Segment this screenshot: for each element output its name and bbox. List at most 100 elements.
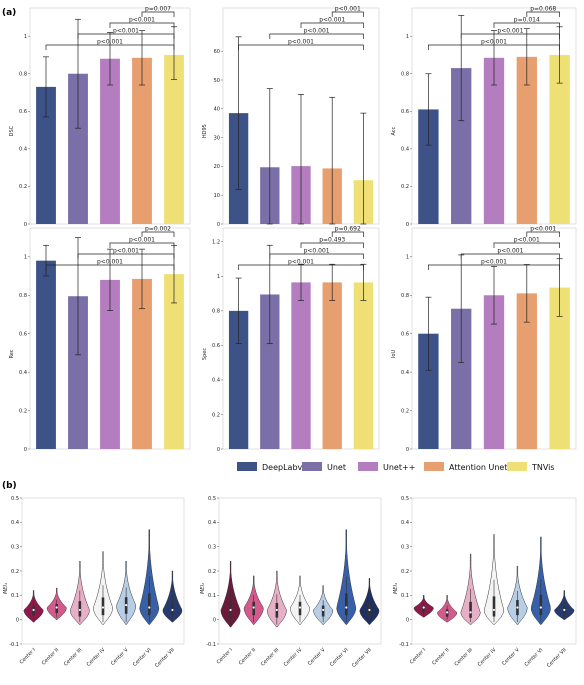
bar-attention-unet: [132, 278, 152, 449]
significance-bracket: [493, 22, 560, 28]
bar-unet: [451, 68, 472, 225]
x-tick-label: Center V: [307, 647, 327, 667]
y-tick-label: 0: [24, 447, 27, 453]
y-axis-label: Spec: [202, 348, 208, 360]
violin-median: [275, 608, 278, 612]
p-value-label: p<0.001: [304, 248, 330, 255]
y-tick-label: 0.6: [401, 109, 409, 115]
y-tick-label: 0: [213, 617, 216, 623]
bar-deeplabv3-: [228, 310, 249, 449]
bar-panel-rec: 0 0.2 0.4 0.6 0.8 1 Rec p<0.001 p<0.001 p<0.001 p=…: [9, 226, 191, 453]
legend-entry: Attention Unet: [449, 463, 507, 472]
significance-bracket: [331, 11, 364, 17]
p-value-label: p=0.014: [514, 17, 540, 24]
y-tick-label: 0.4: [401, 147, 409, 153]
violin-median: [368, 608, 371, 612]
y-tick-label: 30: [214, 135, 220, 141]
y-tick-label: 0: [24, 222, 27, 228]
violin-box: [469, 601, 472, 618]
legend-entry: Unet: [327, 463, 346, 472]
y-tick-label: 0.8: [401, 72, 409, 78]
x-tick-label: Center IV: [283, 647, 304, 668]
y-tick-label: 0.4: [212, 378, 220, 384]
x-tick-label: Center II: [431, 647, 450, 666]
legend-swatch: [237, 462, 257, 471]
significance-bracket: [300, 242, 364, 248]
x-tick-label: Center III: [63, 647, 83, 667]
y-tick-label: 0.2: [19, 408, 27, 414]
legend-entry: DeepLabv3+: [262, 463, 314, 472]
y-tick-label: 0: [406, 447, 409, 453]
significance-bracket: [269, 33, 364, 39]
significance-bracket: [428, 264, 560, 270]
y-tick-label: 0: [16, 617, 19, 623]
y-tick-label: 0.1: [401, 593, 409, 599]
significance-bracket: [526, 11, 560, 17]
y-tick-label: 0.4: [401, 370, 409, 376]
y-tick-label: 1: [217, 274, 220, 280]
y-tick-label: 0: [406, 617, 409, 623]
p-value-label: p<0.001: [113, 248, 139, 255]
y-tick-label: 1: [406, 255, 409, 261]
violin-median: [298, 606, 302, 609]
legend-entry: Unet++: [383, 463, 415, 472]
violin-median: [422, 606, 425, 609]
y-axis-label: Acc: [391, 126, 397, 135]
p-value-label: p<0.001: [97, 259, 123, 266]
y-tick-label: 0.2: [212, 412, 220, 418]
bar-unet-: [483, 295, 505, 449]
bar-unet-: [483, 57, 505, 225]
x-tick-label: Center VII: [154, 647, 176, 669]
violin-median: [446, 611, 449, 614]
x-tick-label: Center I: [409, 647, 427, 665]
y-axis-label: DSC: [9, 125, 15, 136]
x-tick-label: Center II: [238, 647, 257, 666]
x-tick-label: Center VII: [351, 647, 373, 669]
y-tick-label: 40: [214, 107, 220, 113]
bar-tnvis: [164, 54, 184, 225]
violin-median: [252, 606, 255, 609]
significance-bracket: [45, 44, 175, 50]
p-value-label: p=0.493: [319, 237, 345, 244]
violin-box: [101, 597, 105, 616]
y-axis-label: IoU: [391, 350, 397, 359]
y-tick-label: 50: [214, 78, 220, 84]
y-tick-label: 0.2: [401, 408, 409, 414]
violin-median: [563, 608, 566, 612]
x-tick-label: Center IV: [86, 647, 107, 668]
violin-median: [516, 606, 519, 609]
violin-median: [469, 611, 472, 614]
y-tick-label: 0.6: [401, 331, 409, 337]
p-value-label: p<0.001: [288, 39, 314, 46]
x-tick-label: Center VII: [546, 647, 568, 669]
y-tick-label: 0.5: [208, 496, 216, 502]
legend: DeepLabv3+ Unet Unet++ Attention Unet TNVis: [237, 462, 555, 472]
violin-median: [229, 608, 232, 612]
significance-bracket: [460, 253, 560, 259]
p-value-label: p<0.001: [304, 28, 330, 35]
y-tick-label: 0.2: [11, 569, 19, 575]
x-tick-label: Center II: [41, 647, 60, 666]
y-tick-label: 0.8: [19, 72, 27, 78]
y-tick-label: 0.6: [212, 343, 220, 349]
significance-bracket: [109, 22, 175, 28]
p-value-label: p=0.002: [145, 226, 171, 233]
p-value-label: p<0.001: [113, 28, 139, 35]
violin-median: [148, 606, 151, 609]
bar-unet: [260, 294, 280, 449]
significance-bracket: [331, 231, 364, 237]
bar-panel-spec: 0 0.2 0.4 0.6 0.8 1 1.2 Spec p<0.001 p<0.001 p=0.4…: [202, 226, 380, 453]
x-tick-label: Center III: [454, 647, 474, 667]
violin-box: [344, 593, 348, 616]
significance-bracket: [460, 33, 560, 39]
y-tick-label: 0.8: [212, 309, 220, 315]
y-axis-label: Rec: [9, 349, 15, 358]
bar-tnvis: [549, 287, 570, 449]
p-value-label: p<0.001: [319, 17, 345, 24]
significance-bracket: [428, 44, 560, 50]
y-tick-label: 0.6: [19, 331, 27, 337]
significance-bracket: [493, 242, 560, 248]
y-tick-label: 0.4: [19, 370, 27, 376]
violin-box: [147, 593, 151, 616]
x-tick-label: Center VI: [524, 647, 545, 668]
